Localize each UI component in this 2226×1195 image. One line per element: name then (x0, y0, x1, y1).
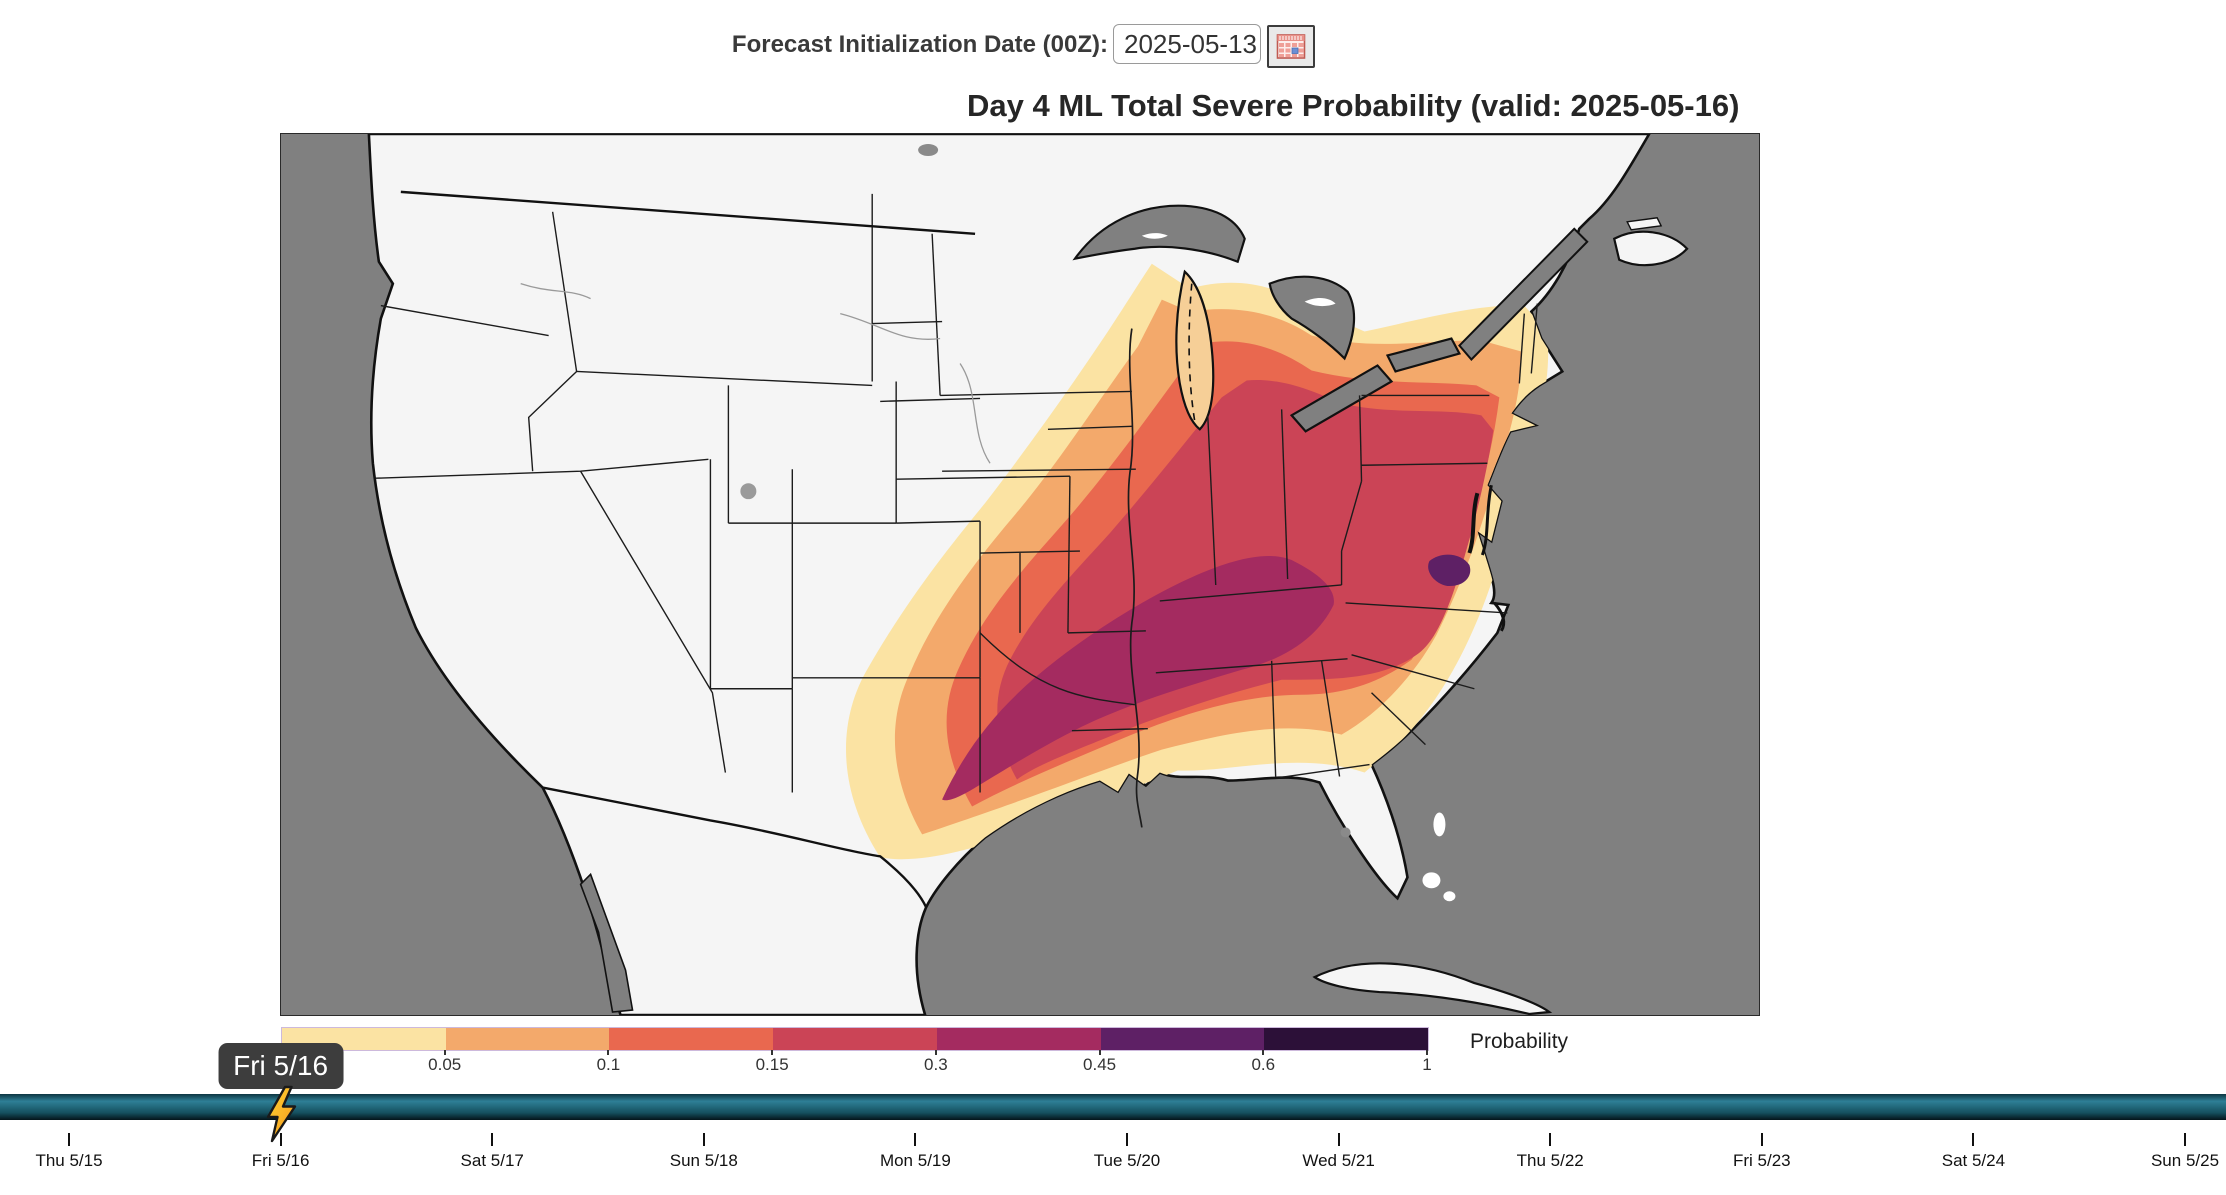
colorbar-tick (443, 1050, 446, 1055)
selected-date-tooltip: Fri 5/16 (218, 1043, 344, 1089)
colorbar-tick (1262, 1050, 1265, 1055)
national-borders (400, 190, 976, 908)
colorbar-segment-4 (773, 1028, 937, 1050)
calendar-button[interactable] (1267, 25, 1315, 68)
timeline-tick (914, 1133, 917, 1146)
state-borders (375, 193, 1538, 828)
timeline-date-label: Sat 5/24 (1941, 1151, 2006, 1170)
lake-michigan-border-dash (1188, 283, 1196, 422)
rivers (520, 283, 991, 464)
prince-edward-island (1626, 217, 1663, 231)
colorbar-tick-label: 0.3 (924, 1055, 948, 1074)
lake-okeechobee (1340, 827, 1351, 838)
bahamas-2 (1422, 872, 1441, 889)
probability-contours (846, 263, 1549, 860)
lake-huron (1268, 275, 1356, 361)
islands (740, 143, 1689, 1015)
lightning-bolt-icon[interactable] (264, 1085, 298, 1148)
timeline-bar[interactable] (0, 1094, 2226, 1120)
timeline-date-label: Sat 5/17 (460, 1151, 524, 1170)
chesapeake-bay (1467, 484, 1506, 632)
timeline-tick (1337, 1133, 1340, 1146)
colorbar-tick-label: 0.6 (1251, 1055, 1276, 1074)
colorbar-tick-label: 0.15 (755, 1055, 789, 1074)
forecast-init-date-label: Forecast Initialization Date (00Z): (731, 31, 1108, 58)
cuba (1312, 962, 1553, 1015)
contour-band-0.45 (1428, 554, 1471, 587)
timeline-tick (1972, 1133, 1975, 1146)
colorbar-segment-6 (1100, 1028, 1265, 1050)
colorbar-tick-label: 0.45 (1083, 1055, 1117, 1074)
contour-band-0.3 (942, 556, 1334, 801)
bahamas-1 (1433, 812, 1446, 837)
lake-ontario (1385, 337, 1462, 373)
forecast-date-input[interactable] (1113, 24, 1261, 64)
timeline-date-label: Thu 5/15 (35, 1151, 103, 1170)
colorbar-tick (607, 1050, 610, 1055)
lake-michigan (1175, 269, 1215, 431)
great-salt-lake (740, 483, 757, 500)
colorbar-segment-7 (1264, 1028, 1429, 1050)
colorbar-segment-5 (936, 1028, 1101, 1050)
colorbar-tick-label: 1 (1422, 1055, 1432, 1074)
timeline-tick (1549, 1133, 1552, 1146)
st-lawrence (1458, 227, 1589, 361)
timeline-date-label: Thu 5/22 (1516, 1151, 1584, 1170)
timeline-date-label: Fri 5/23 (1732, 1151, 1791, 1170)
gulf-of-california (579, 872, 634, 1013)
severe-probability-map (280, 133, 1760, 1016)
timeline-date-label: Sun 5/25 (2150, 1151, 2220, 1170)
nova-scotia (1612, 230, 1689, 267)
timeline-date-label: Sun 5/18 (669, 1151, 738, 1170)
timeline-date-label: Wed 5/21 (1302, 1151, 1375, 1170)
colorbar-tick (1426, 1050, 1428, 1055)
timeline-tick (279, 1133, 282, 1146)
probability-colorbar (281, 1027, 1429, 1051)
timeline-date-label: Mon 5/19 (879, 1151, 951, 1170)
bahamas-3 (1443, 891, 1456, 902)
timeline-tick (1126, 1133, 1128, 1146)
timeline-tick (2184, 1133, 2186, 1146)
timeline-tick (702, 1133, 705, 1146)
map-title: Day 4 ML Total Severe Probability (valid… (967, 88, 1740, 123)
timeline-tick (491, 1133, 494, 1146)
colorbar-tick-label: 0.1 (596, 1055, 621, 1074)
colorbar-tick (1098, 1050, 1101, 1055)
colorbar-title: Probability (1470, 1030, 1569, 1053)
colorbar-tick-label: 0.05 (428, 1055, 462, 1074)
calendar-icon (1276, 32, 1306, 61)
manitoulin (1304, 298, 1336, 307)
colorbar-segment-2 (445, 1028, 610, 1050)
lake-erie (1289, 364, 1394, 433)
great-lakes (1072, 204, 1589, 433)
isle-royale (1141, 233, 1168, 239)
timeline-date-label: Fri 5/16 (251, 1151, 310, 1170)
canadian-lake (918, 143, 939, 156)
timeline-tick (1760, 1133, 1763, 1146)
timeline-date-label: Tue 5/20 (1093, 1151, 1161, 1170)
colorbar-segment-3 (609, 1028, 774, 1050)
colorbar-tick (771, 1050, 774, 1055)
timeline-tick (68, 1133, 70, 1146)
colorbar-tick (934, 1050, 937, 1055)
